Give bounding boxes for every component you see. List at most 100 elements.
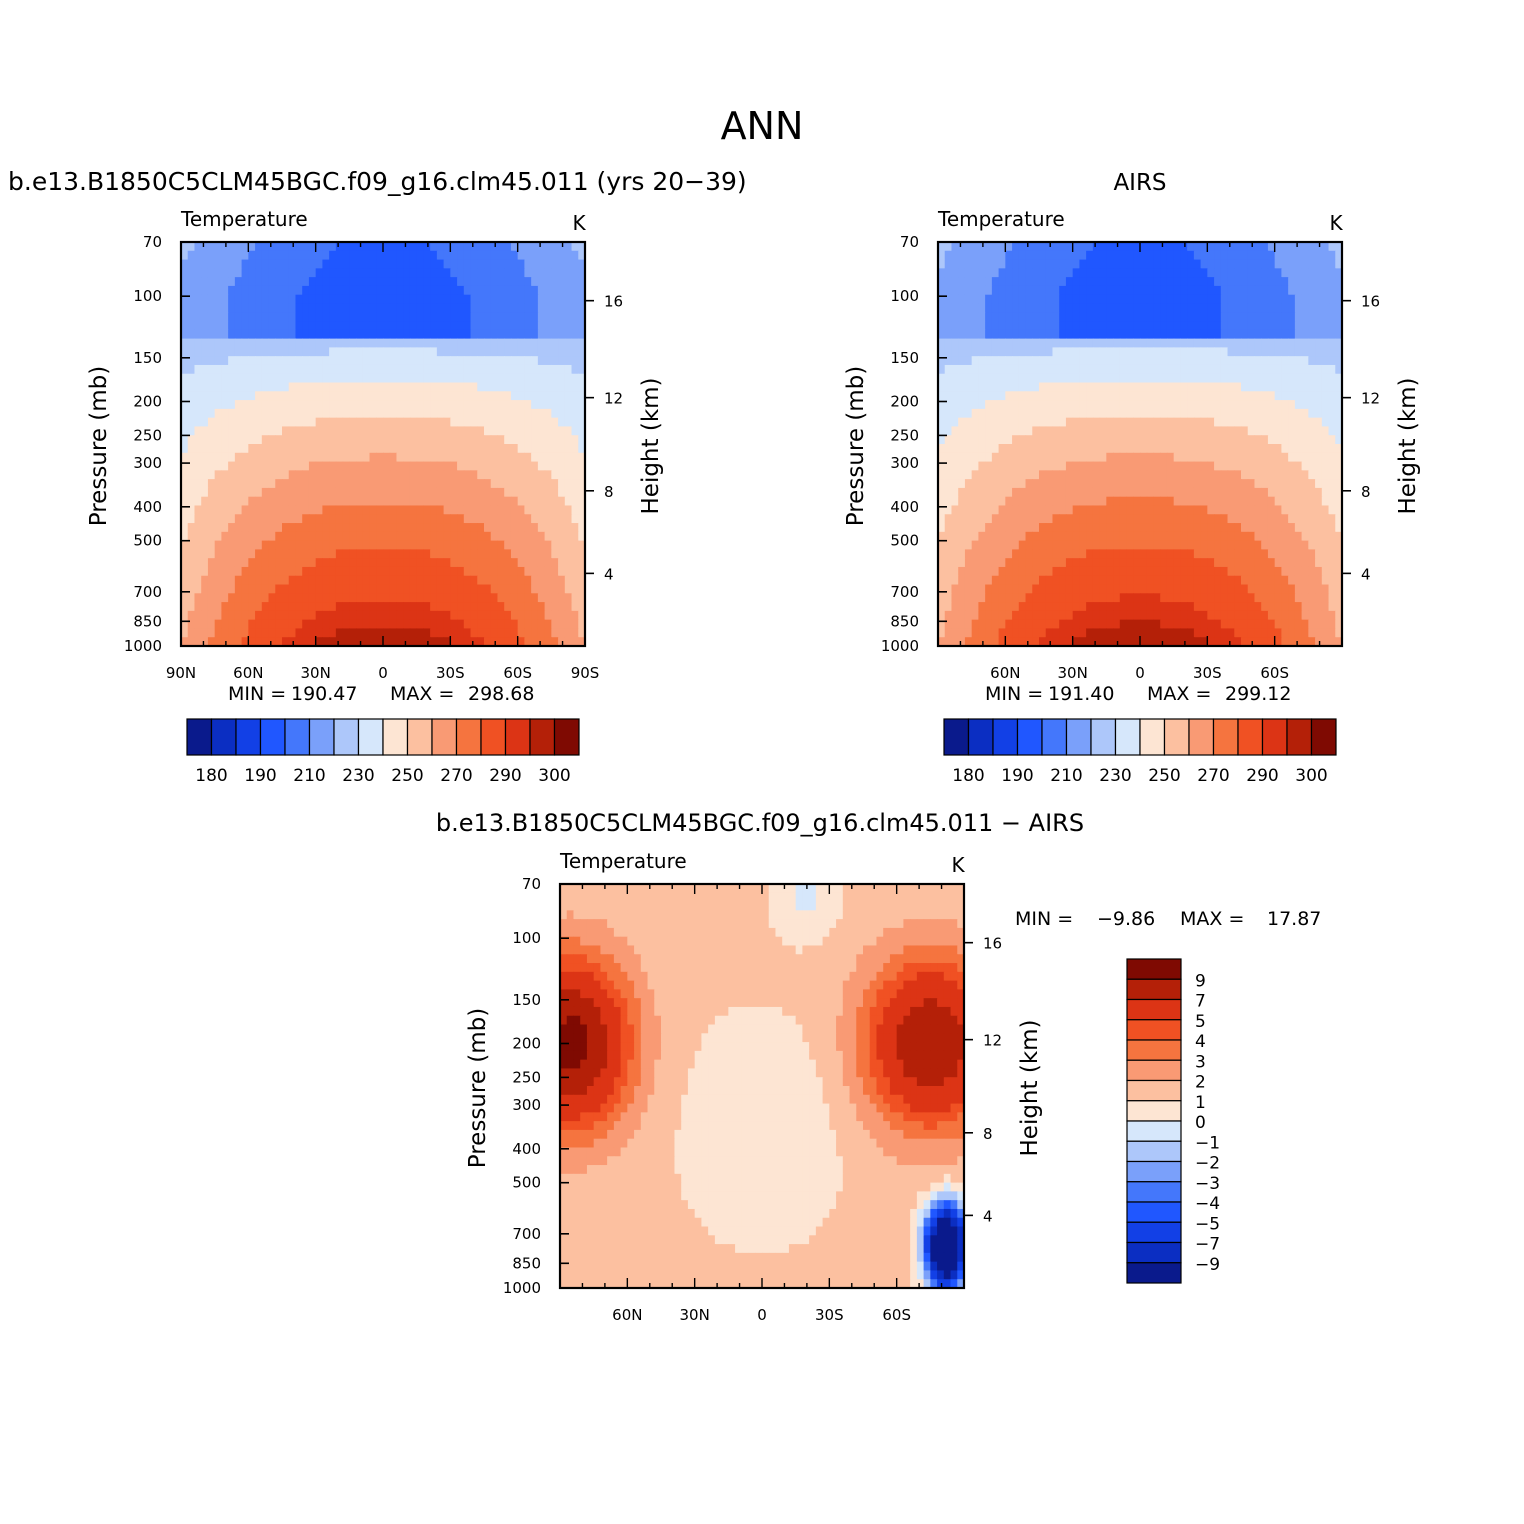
panel-model-cell <box>268 268 276 278</box>
panel-model-cell <box>329 347 337 357</box>
panel-obs-cell <box>1005 277 1013 287</box>
panel-model-cell <box>504 602 512 612</box>
panel-obs-cell <box>998 312 1006 322</box>
panel-obs-cell <box>1032 531 1040 542</box>
panel-model-cell <box>389 619 398 630</box>
panel-model-cell <box>241 505 249 515</box>
panel-obs-cell <box>1274 364 1282 375</box>
panel-model-cell <box>356 373 364 384</box>
panel-obs-cell <box>1099 329 1107 340</box>
panel-model-cell <box>524 356 532 366</box>
panel-model-cell <box>221 312 229 322</box>
panel-model-cell <box>268 400 276 410</box>
panel-obs-cell <box>1207 277 1215 287</box>
panel-model-cell <box>436 584 445 594</box>
panel-model-cell <box>477 575 485 586</box>
panel-obs-cell <box>1072 470 1080 480</box>
panel-obs-cell <box>1166 373 1175 384</box>
panel-model-cell <box>248 575 256 586</box>
panel-model-cell <box>288 373 297 384</box>
panel-model-cell <box>241 558 249 568</box>
panel-obs-cell <box>1187 242 1195 252</box>
panel-obs-cell <box>1193 408 1202 419</box>
panel-model-cell <box>510 373 519 384</box>
panel-obs-cell <box>1025 417 1033 428</box>
panel-obs-cell <box>1079 364 1087 375</box>
panel-model-cell <box>457 452 465 463</box>
panel-model-cell <box>302 426 310 436</box>
panel-obs-cell <box>1301 364 1309 375</box>
panel-obs-cell <box>1059 321 1067 331</box>
panel-model-cell <box>362 610 371 621</box>
panel-obs-cell <box>1207 285 1215 296</box>
panel-model-cell <box>187 637 196 647</box>
panel-obs-cell <box>1079 549 1087 559</box>
panel-obs-cell <box>958 531 966 542</box>
panel-model-cell <box>322 303 330 313</box>
panel-model-cell <box>436 496 445 507</box>
panel-model-cell <box>484 338 492 348</box>
panel-model-cell <box>457 628 465 638</box>
panel-model-cell <box>362 584 371 594</box>
panel-model-cell <box>470 505 478 515</box>
panel-model-cell <box>436 549 445 559</box>
panel-model-cell <box>187 347 196 357</box>
panel-model-cell <box>524 470 532 480</box>
panel-obs-cell <box>1072 426 1080 436</box>
panel-obs-cell <box>938 312 946 322</box>
panel-model-cell <box>490 329 499 340</box>
panel-model-cell <box>403 426 411 436</box>
panel-obs-cell <box>1012 294 1020 305</box>
panel-model-cell <box>369 356 377 366</box>
panel-obs-cell <box>1025 479 1033 489</box>
panel-model-cell <box>362 487 371 498</box>
panel-obs-cell <box>938 540 946 550</box>
panel-model-cell <box>214 426 222 436</box>
panel-model-cell <box>409 584 418 594</box>
panel-model-cell <box>578 549 586 559</box>
panel-obs-cell <box>938 417 946 428</box>
panel-obs-cell <box>1079 444 1087 454</box>
panel-model-cell <box>356 391 364 401</box>
panel-model-cell <box>349 549 357 559</box>
panel-model-cell <box>544 338 552 348</box>
panel-model-cell <box>450 242 458 252</box>
panel-model-cell <box>181 523 189 533</box>
panel-obs-cell <box>1227 285 1235 296</box>
panel-obs-cell <box>1113 444 1121 454</box>
panel-obs-cell <box>1025 329 1033 340</box>
panel-model-cell <box>221 593 229 603</box>
panel-obs-cell <box>1146 514 1155 524</box>
panel-obs-cell <box>1005 373 1013 384</box>
panel-model-cell <box>443 479 451 489</box>
panel-obs-cell <box>1092 382 1101 392</box>
panel-model-cell <box>349 277 357 287</box>
panel-model-cell <box>558 470 566 480</box>
panel-obs-cell <box>1005 321 1013 331</box>
panel-model-cell <box>389 435 398 445</box>
panel-model-cell <box>430 382 438 392</box>
panel-obs-cell <box>1247 303 1256 313</box>
panel-obs-cell <box>1261 505 1269 515</box>
panel-model-cell <box>490 277 499 287</box>
panel-obs-cell <box>1220 347 1229 357</box>
panel-model-cell <box>450 294 458 305</box>
panel-model-cell <box>349 531 357 542</box>
panel-model-cell <box>362 575 371 586</box>
panel-obs-cell <box>978 294 986 305</box>
panel-model-cell <box>207 461 216 471</box>
panel-model-cell <box>376 400 384 410</box>
panel-obs-cell <box>1328 338 1336 348</box>
panel-model-cell <box>295 356 303 366</box>
panel-model-cell <box>571 303 579 313</box>
panel-model-cell <box>383 373 391 384</box>
panel-model-cell <box>537 549 546 559</box>
panel-model-cell <box>234 391 243 401</box>
panel-obs-cell <box>1140 417 1148 428</box>
panel-model-cell <box>308 593 317 603</box>
panel-model-cell <box>416 268 424 278</box>
panel-obs-cell <box>1045 461 1054 471</box>
panel-obs-cell <box>1220 312 1229 322</box>
panel-model-cell <box>531 242 539 252</box>
panel-obs-cell <box>1267 417 1276 428</box>
